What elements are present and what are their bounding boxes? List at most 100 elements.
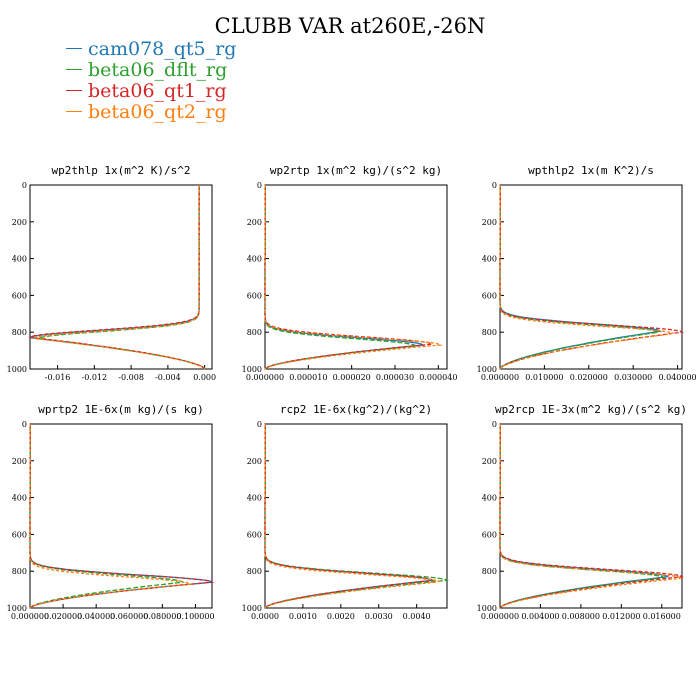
- y-tick-label: 800: [482, 567, 497, 576]
- x-tick-label: 0.000: [193, 373, 216, 382]
- x-tick-label: 0.0040: [403, 612, 431, 621]
- series-line-beta06_qt1_rg: [499, 424, 684, 609]
- plot-frame: [264, 184, 448, 370]
- y-tick-label: 0: [492, 420, 497, 429]
- y-tick-label: 800: [12, 328, 27, 337]
- y-tick-label: 200: [12, 457, 27, 466]
- panel-6: wp2rcp 1E-3x(m^2 kg)/(s^2 kg) 0 200 400 600 8…: [477, 403, 687, 621]
- x-tick-label: 0.010000: [525, 373, 563, 382]
- panel-title: rcp2 1E-6x(kg^2)/(kg^2): [280, 403, 432, 416]
- y-tick-label: 400: [247, 255, 262, 264]
- y-tick-label: 200: [482, 218, 497, 227]
- panel-5: rcp2 1E-6x(kg^2)/(kg^2) 0 200 400 600 800 1000…: [242, 403, 450, 621]
- y-tick-label: 400: [12, 255, 27, 264]
- series-line-beta06_qt1_rg: [29, 424, 215, 609]
- legend-entry-cam078: cam078_qt5_rg: [66, 37, 237, 60]
- y-tick-label: 1000: [7, 604, 27, 613]
- series-line-cam078_qt5_rg: [499, 185, 663, 370]
- y-tick-label: 600: [247, 291, 262, 300]
- y-tick-label: 800: [12, 567, 27, 576]
- series-line-cam078_qt5_rg: [29, 424, 215, 609]
- series-line-cam078_qt5_rg: [264, 185, 425, 370]
- y-tick-label: 1000: [7, 365, 27, 374]
- y-tick-label: 200: [12, 218, 27, 227]
- x-tick-label: 0.030000: [614, 373, 652, 382]
- legend-label: cam078_qt5_rg: [88, 37, 237, 60]
- x-tick-label: 0.020000: [570, 373, 608, 382]
- panel-title: wpthlp2 1x(m K^2)/s: [528, 164, 654, 177]
- legend-swatch: [66, 69, 82, 70]
- y-tick-label: 800: [482, 328, 497, 337]
- series-line-beta06_qt1_rg: [264, 424, 435, 609]
- x-tick-label: 0.008000: [562, 612, 600, 621]
- x-tick-label: 0.000010: [289, 373, 327, 382]
- x-tick-label: -0.012: [82, 373, 108, 382]
- x-tick-label: -0.016: [45, 373, 71, 382]
- plot-frame: [264, 423, 448, 609]
- x-tick-label: 0.000030: [376, 373, 414, 382]
- legend-swatch: [66, 90, 82, 91]
- plot-frame: [29, 423, 213, 609]
- x-tick-label: 0.040000: [658, 373, 696, 382]
- x-tick-label: 0.100000: [176, 612, 214, 621]
- y-tick-label: 600: [12, 291, 27, 300]
- x-tick-label: 0.020000: [44, 612, 82, 621]
- series-line-beta06_qt2_rg: [264, 185, 443, 370]
- y-tick-label: 600: [482, 530, 497, 539]
- figure-title: CLUBB VAR at260E,-26N: [214, 14, 486, 38]
- legend-swatch: [66, 48, 82, 49]
- y-tick-label: 200: [247, 457, 262, 466]
- plot-frame: [29, 184, 213, 370]
- x-tick-label: -0.008: [118, 373, 144, 382]
- series-line-beta06_qt1_rg: [499, 185, 684, 370]
- y-tick-label: 1000: [477, 365, 497, 374]
- plot-frame: [499, 184, 683, 370]
- series-line-beta06_dflt_rg: [264, 424, 450, 609]
- series-line-beta06_qt2_rg: [264, 424, 442, 609]
- series-line-beta06_qt2_rg: [29, 424, 193, 609]
- x-tick-label: 0.000020: [333, 373, 371, 382]
- panel-title: wp2rcp 1E-3x(m^2 kg)/(s^2 kg): [495, 403, 687, 416]
- plot-frame: [499, 423, 683, 609]
- x-tick-label: 0.000000: [11, 612, 49, 621]
- x-tick-label: 0.0000: [251, 612, 279, 621]
- x-tick-label: 0.000000: [481, 373, 519, 382]
- y-tick-label: 1000: [477, 604, 497, 613]
- series-line-beta06_dflt_rg: [264, 185, 418, 370]
- y-tick-label: 400: [482, 255, 497, 264]
- legend-swatch: [66, 111, 82, 112]
- series-line-cam078_qt5_rg: [28, 185, 206, 370]
- series-line-beta06_dflt_rg: [499, 185, 661, 370]
- y-tick-label: 400: [12, 494, 27, 503]
- panel-title: wp2thlp 1x(m^2 K)/s^2: [51, 164, 190, 177]
- x-tick-label: 0.080000: [143, 612, 181, 621]
- panel-title: wprtp2 1E-6x(m kg)/(s kg): [38, 403, 204, 416]
- x-tick-label: 0.000000: [246, 373, 284, 382]
- panel-title: wp2rtp 1x(m^2 kg)/(s^2 kg): [270, 164, 442, 177]
- x-tick-label: 0.012000: [602, 612, 640, 621]
- y-tick-label: 800: [247, 328, 262, 337]
- x-tick-label: 0.0030: [365, 612, 393, 621]
- x-tick-label: 0.0010: [289, 612, 317, 621]
- y-tick-label: 1000: [242, 365, 262, 374]
- legend-label: beta06_dflt_rg: [88, 58, 228, 81]
- legend: cam078_qt5_rg beta06_dflt_rg beta06_qt1_…: [66, 37, 237, 123]
- series-line-cam078_qt5_rg: [264, 424, 435, 609]
- legend-label: beta06_qt1_rg: [88, 79, 227, 102]
- panel-4: wprtp2 1E-6x(m kg)/(s kg) 0 200 400 600 800 10…: [7, 403, 215, 621]
- x-tick-label: -0.004: [155, 373, 181, 382]
- series-line-beta06_qt2_rg: [499, 424, 684, 609]
- series-line-beta06_qt2_rg: [33, 185, 206, 370]
- x-tick-label: 0.004000: [521, 612, 559, 621]
- y-tick-label: 400: [247, 494, 262, 503]
- y-tick-label: 0: [257, 181, 262, 190]
- x-tick-label: 0.040000: [77, 612, 115, 621]
- y-tick-label: 200: [247, 218, 262, 227]
- legend-entry-qt2: beta06_qt2_rg: [66, 101, 236, 123]
- legend-entry-qt1: beta06_qt1_rg: [66, 79, 236, 102]
- y-tick-label: 600: [12, 530, 27, 539]
- x-tick-label: 0.000040: [419, 373, 457, 382]
- panel-2: wp2rtp 1x(m^2 kg)/(s^2 kg) 0 200 400 600 800 1…: [242, 164, 458, 382]
- y-tick-label: 200: [482, 457, 497, 466]
- y-tick-label: 0: [492, 181, 497, 190]
